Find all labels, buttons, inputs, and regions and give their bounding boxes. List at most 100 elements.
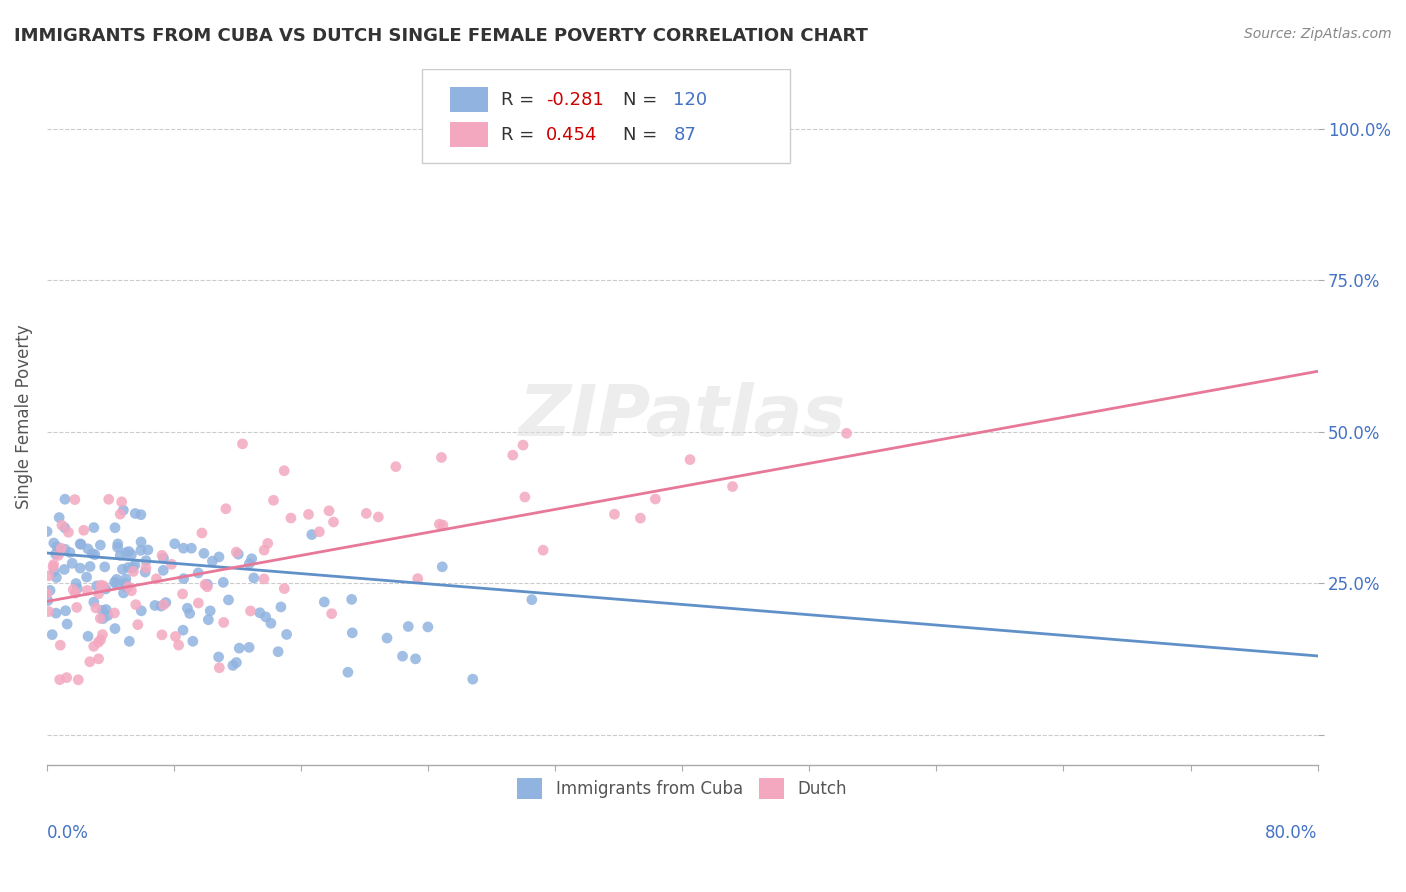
Point	[121, 561, 143, 575]
Text: 80.0%: 80.0%	[1265, 824, 1317, 842]
Point	[86, 579, 108, 593]
Text: ZIPatlas: ZIPatlas	[519, 383, 846, 451]
Point	[297, 508, 319, 522]
Point	[103, 606, 125, 620]
Point	[53, 542, 76, 557]
Point	[263, 493, 285, 508]
Point	[53, 492, 76, 507]
Text: 0.0%: 0.0%	[46, 824, 89, 842]
Point	[321, 607, 343, 621]
Point	[273, 464, 295, 478]
Text: R =: R =	[501, 91, 540, 109]
Point	[173, 541, 195, 556]
Point	[118, 634, 141, 648]
Point	[87, 587, 110, 601]
Point	[118, 544, 141, 558]
Point	[167, 638, 190, 652]
Point	[152, 551, 174, 566]
Point	[391, 649, 413, 664]
Point	[721, 479, 744, 493]
Point	[129, 535, 152, 549]
Point	[125, 598, 148, 612]
Point	[45, 606, 67, 620]
Point	[375, 631, 398, 645]
Point	[254, 610, 277, 624]
Point	[208, 549, 231, 564]
Point	[427, 517, 450, 532]
Point	[253, 572, 276, 586]
Point	[39, 583, 62, 598]
Point	[152, 563, 174, 577]
Point	[117, 580, 139, 594]
Point	[150, 549, 173, 563]
Point	[131, 604, 153, 618]
Point	[87, 652, 110, 666]
Point	[112, 586, 135, 600]
Point	[215, 501, 238, 516]
Point	[314, 595, 336, 609]
Point	[62, 582, 84, 597]
Point	[301, 527, 323, 541]
Point	[145, 572, 167, 586]
Point	[193, 546, 215, 560]
Point	[94, 582, 117, 596]
Point	[340, 592, 363, 607]
Point	[83, 520, 105, 534]
Point	[249, 606, 271, 620]
Point	[180, 541, 202, 556]
Point	[63, 492, 86, 507]
Point	[191, 526, 214, 541]
Point	[239, 604, 262, 618]
Point	[432, 518, 454, 533]
Point	[280, 511, 302, 525]
Point	[396, 619, 419, 633]
Point	[63, 586, 86, 600]
Point	[53, 562, 76, 576]
Point	[336, 665, 359, 680]
Point	[212, 615, 235, 630]
Point	[342, 625, 364, 640]
Point	[531, 543, 554, 558]
Point	[122, 565, 145, 579]
Point	[42, 559, 65, 574]
Point	[124, 558, 146, 572]
Point	[107, 540, 129, 554]
Point	[48, 673, 70, 687]
Point	[82, 547, 104, 561]
Point	[59, 545, 82, 559]
Point	[512, 438, 534, 452]
Point	[73, 523, 96, 537]
Point	[603, 507, 626, 521]
Point	[200, 604, 222, 618]
Point	[108, 549, 131, 563]
Point	[367, 510, 389, 524]
Point	[628, 511, 651, 525]
Point	[42, 536, 65, 550]
Point	[134, 565, 156, 579]
Point	[117, 560, 139, 574]
Point	[238, 640, 260, 655]
Point	[104, 521, 127, 535]
Point	[127, 617, 149, 632]
Point	[66, 582, 89, 596]
Point	[129, 508, 152, 522]
Point	[55, 604, 77, 618]
Point	[135, 561, 157, 575]
Point	[94, 560, 117, 574]
Point	[201, 554, 224, 568]
Point	[44, 564, 66, 578]
Point	[87, 635, 110, 649]
Point	[432, 559, 454, 574]
Point	[179, 607, 201, 621]
Point	[187, 566, 209, 580]
Point	[69, 537, 91, 551]
Point	[120, 548, 142, 562]
Point	[105, 576, 128, 591]
Point	[267, 645, 290, 659]
Point	[114, 577, 136, 591]
Point	[124, 507, 146, 521]
Point	[226, 547, 249, 561]
Point	[51, 518, 73, 533]
Point	[129, 543, 152, 558]
Point	[155, 595, 177, 609]
